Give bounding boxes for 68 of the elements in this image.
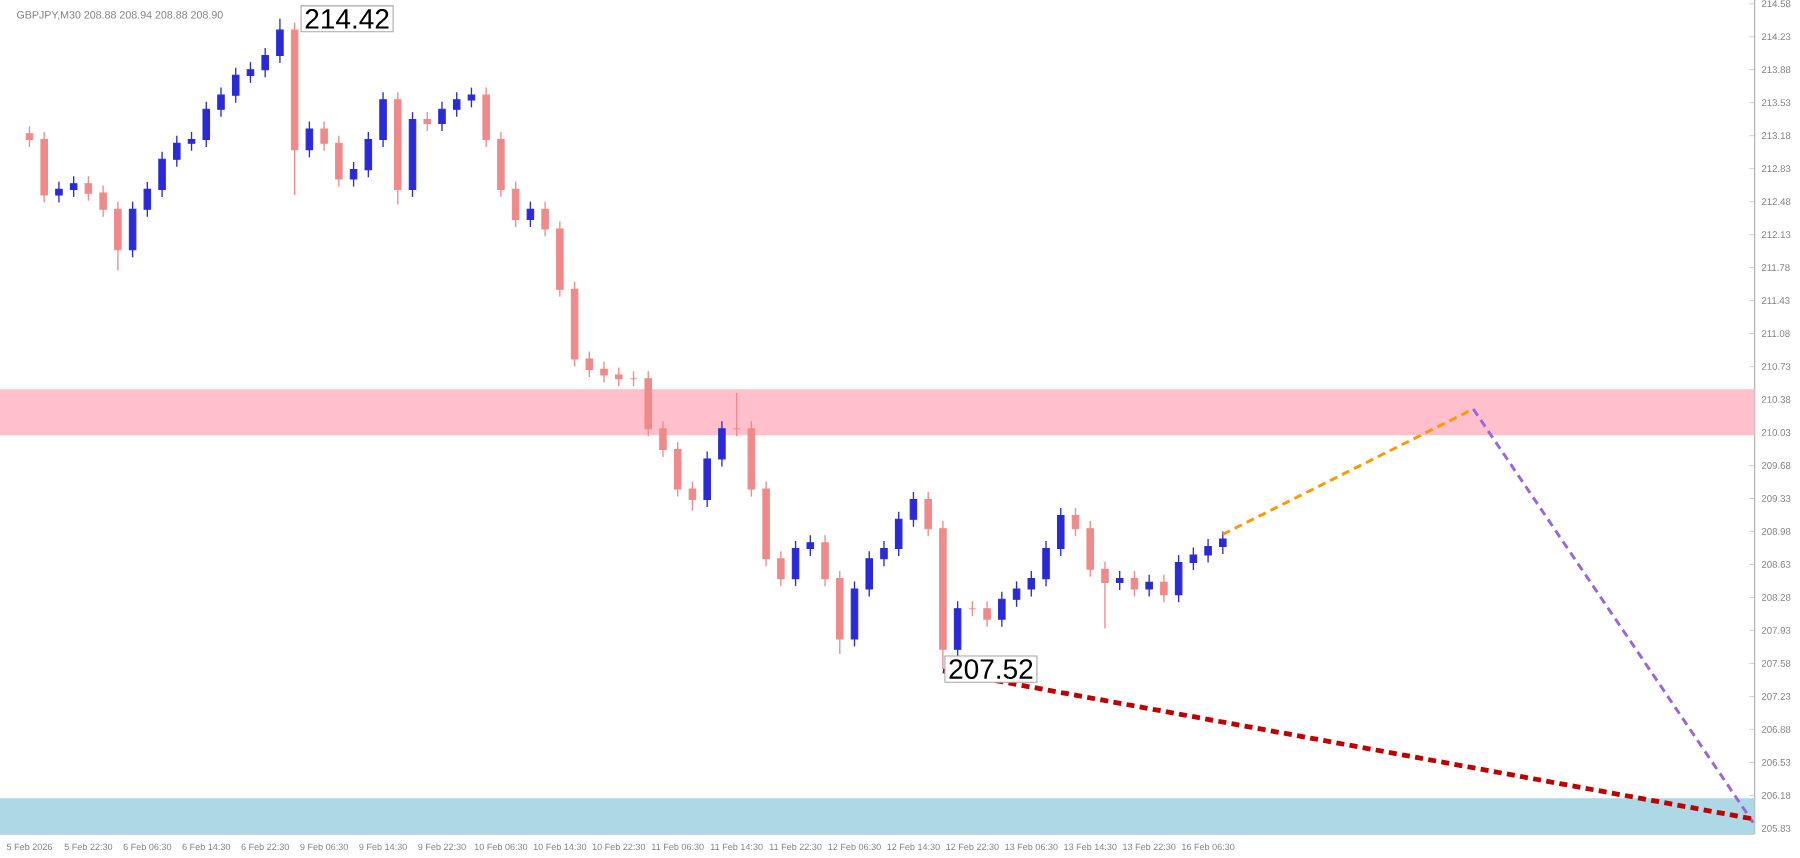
candlestick [659,420,667,458]
candlestick [865,550,874,598]
candlestick [1130,570,1139,598]
candlestick [69,175,78,198]
annotation: 214.42 [305,9,389,29]
candlestick [718,420,726,468]
candlestick [821,534,829,587]
candlestick [1027,570,1036,598]
annotation: 207.52 [949,659,1033,680]
candlestick [467,86,476,109]
candlestick [452,91,461,118]
candlestick [261,47,269,78]
candlestick [1115,570,1124,591]
candlestick [703,450,711,508]
candlestick [1071,507,1080,537]
candlestick [998,591,1006,628]
candlestick [1042,540,1050,587]
candlestick [217,86,225,118]
candlestick [349,161,358,188]
candlestick [1189,546,1198,571]
candlestick [231,67,240,104]
candlestick [791,540,800,587]
candlestick [673,441,682,498]
candlestick [25,125,34,148]
candlestick [114,200,122,272]
candlestick [482,86,490,148]
candlestick [187,131,196,152]
candlestick [320,120,328,152]
candlestick [423,111,432,132]
candlestick [806,534,815,557]
candlestick [99,184,107,218]
candlestick [688,480,697,512]
candlestick [541,200,549,238]
candlestick [173,135,181,168]
candlestick [1219,530,1227,555]
candlestick [305,120,314,159]
candlestick [615,366,623,388]
candlestick [1174,554,1183,603]
candlestick [379,91,387,148]
candlestick [364,131,373,178]
candlestick [526,200,535,228]
candlestick [1101,560,1109,630]
candlestick [438,101,446,132]
candlestick [1204,538,1212,564]
candlestick [84,175,93,202]
candlestick [600,361,608,384]
candlestick [983,600,991,628]
candlestick [511,181,520,228]
candlestick [55,181,63,204]
candlestick [880,540,888,568]
candlestick [1145,574,1153,598]
candlestick [202,101,211,148]
candlestick [1160,574,1168,603]
candlestick [1086,520,1095,578]
candlestick [246,61,255,84]
candlestick [335,135,343,188]
candlestick [909,491,918,528]
candlestick [953,600,962,658]
candlestick [276,18,284,64]
candlestick [143,181,152,218]
candlestick [1056,507,1065,557]
candlestick [924,491,932,537]
candlestick [894,511,903,557]
candlestick [158,151,166,198]
candlestick [585,350,594,378]
candlestick [777,550,785,587]
candlestick [1012,580,1021,608]
candlestick [128,200,137,258]
